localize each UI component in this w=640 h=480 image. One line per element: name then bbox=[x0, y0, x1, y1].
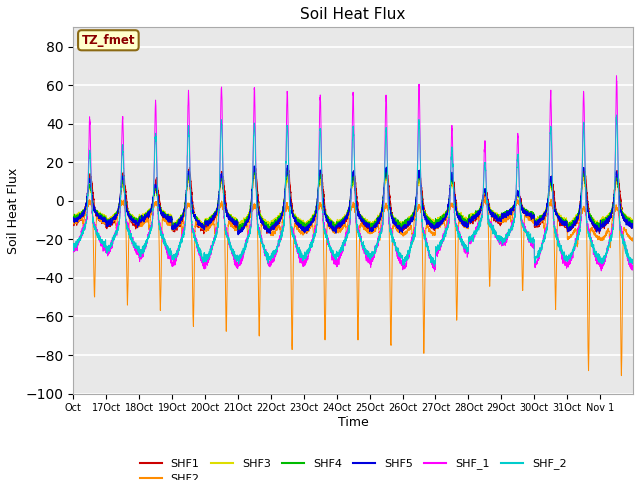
SHF5 bbox=[186, 178, 194, 184]
Line: SHF3: SHF3 bbox=[73, 175, 633, 226]
SHF1 bbox=[200, 231, 207, 237]
SHF4 bbox=[382, 167, 390, 173]
SHF5 bbox=[159, 210, 166, 216]
SHF2 bbox=[618, 373, 625, 379]
Text: TZ_fmet: TZ_fmet bbox=[82, 34, 135, 47]
SHF2 bbox=[481, 193, 489, 199]
SHF2 bbox=[186, 201, 194, 206]
SHF2 bbox=[120, 201, 128, 206]
SHF1 bbox=[251, 163, 259, 169]
SHF_2 bbox=[120, 185, 128, 191]
SHF4 bbox=[408, 215, 415, 221]
SHF3 bbox=[413, 188, 421, 193]
SHF3 bbox=[69, 214, 77, 220]
SHF_1 bbox=[407, 239, 415, 245]
SHF2 bbox=[469, 216, 477, 221]
Line: SHF_2: SHF_2 bbox=[73, 115, 633, 266]
Line: SHF_1: SHF_1 bbox=[73, 76, 633, 271]
SHF2 bbox=[69, 218, 77, 224]
Line: SHF2: SHF2 bbox=[73, 196, 633, 376]
SHF1 bbox=[470, 217, 477, 223]
SHF_1 bbox=[612, 73, 620, 79]
SHF3 bbox=[629, 216, 637, 222]
SHF_2 bbox=[413, 184, 421, 190]
SHF5 bbox=[629, 224, 637, 230]
SHF1 bbox=[186, 170, 194, 176]
SHF3 bbox=[398, 223, 406, 229]
Legend: SHF1, SHF2, SHF3, SHF4, SHF5, SHF_1, SHF_2: SHF1, SHF2, SHF3, SHF4, SHF5, SHF_1, SHF… bbox=[135, 454, 571, 480]
SHF_1 bbox=[431, 268, 438, 274]
SHF_2 bbox=[69, 245, 77, 251]
SHF_2 bbox=[186, 164, 194, 170]
SHF_2 bbox=[407, 239, 415, 245]
SHF2 bbox=[159, 217, 166, 223]
SHF5 bbox=[470, 214, 477, 220]
SHF_2 bbox=[612, 112, 620, 118]
SHF_1 bbox=[186, 163, 194, 168]
SHF1 bbox=[408, 217, 415, 223]
SHF1 bbox=[159, 212, 166, 218]
SHF1 bbox=[120, 177, 128, 183]
SHF1 bbox=[629, 223, 637, 229]
SHF4 bbox=[470, 214, 477, 220]
SHF_1 bbox=[413, 189, 421, 195]
SHF5 bbox=[234, 232, 242, 238]
SHF1 bbox=[69, 221, 77, 227]
SHF5 bbox=[408, 218, 415, 224]
Title: Soil Heat Flux: Soil Heat Flux bbox=[300, 7, 406, 22]
SHF4 bbox=[234, 227, 242, 233]
SHF2 bbox=[629, 236, 637, 241]
SHF3 bbox=[159, 209, 166, 215]
SHF3 bbox=[470, 211, 477, 217]
Line: SHF5: SHF5 bbox=[73, 166, 633, 235]
SHF_2 bbox=[431, 264, 438, 269]
SHF2 bbox=[407, 224, 415, 229]
SHF4 bbox=[69, 215, 77, 220]
Line: SHF1: SHF1 bbox=[73, 166, 633, 234]
SHF4 bbox=[159, 209, 166, 215]
SHF5 bbox=[413, 178, 421, 184]
SHF_1 bbox=[69, 248, 77, 253]
SHF4 bbox=[413, 180, 421, 186]
SHF_1 bbox=[159, 234, 166, 240]
SHF4 bbox=[629, 219, 637, 225]
SHF4 bbox=[120, 185, 128, 191]
SHF_2 bbox=[629, 262, 637, 267]
X-axis label: Time: Time bbox=[338, 416, 369, 429]
SHF2 bbox=[413, 206, 421, 212]
SHF5 bbox=[284, 163, 291, 168]
SHF5 bbox=[120, 184, 128, 190]
SHF3 bbox=[408, 213, 415, 219]
SHF3 bbox=[382, 172, 390, 178]
SHF5 bbox=[69, 217, 77, 223]
SHF_1 bbox=[470, 235, 477, 240]
SHF3 bbox=[120, 188, 128, 193]
SHF4 bbox=[186, 183, 194, 189]
SHF_1 bbox=[120, 185, 128, 191]
SHF3 bbox=[186, 184, 194, 190]
SHF_2 bbox=[159, 236, 166, 241]
SHF_1 bbox=[629, 267, 637, 273]
SHF1 bbox=[413, 187, 421, 193]
Line: SHF4: SHF4 bbox=[73, 170, 633, 230]
Y-axis label: Soil Heat Flux: Soil Heat Flux bbox=[7, 168, 20, 253]
SHF_2 bbox=[470, 231, 477, 237]
